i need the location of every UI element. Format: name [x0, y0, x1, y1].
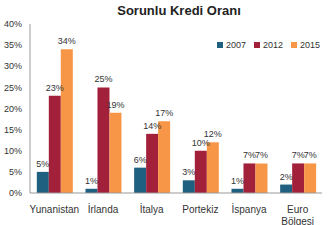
svg-text:30%: 30%: [8, 61, 22, 71]
svg-text:5%: 5%: [36, 159, 49, 169]
html-text:2015: 2015: [300, 40, 320, 50]
svg-text:İtalya: İtalya: [140, 203, 164, 215]
svg-text:7%: 7%: [255, 150, 268, 160]
svg-text:15%: 15%: [8, 125, 22, 135]
svg-text:35%: 35%: [8, 40, 22, 50]
html-text:2012: 2012: [262, 40, 283, 50]
svg-text:Bölgesi: Bölgesi: [281, 216, 314, 225]
html-text:Sorunlu Kredi Oranı: Sorunlu Kredi Oranı: [117, 3, 241, 18]
svg-text:1%: 1%: [85, 176, 98, 186]
svg-text:0%: 0%: [9, 188, 22, 198]
svg-text:10%: 10%: [8, 146, 22, 156]
svg-text:25%: 25%: [8, 83, 22, 93]
svg-text:17%: 17%: [155, 108, 173, 118]
svg-text:7%: 7%: [304, 150, 317, 160]
html-text:2007: 2007: [225, 40, 246, 50]
svg-text:25%: 25%: [94, 74, 112, 84]
svg-text:14%: 14%: [143, 121, 161, 131]
svg-text:1%: 1%: [231, 176, 244, 186]
svg-text:5%: 5%: [9, 167, 22, 177]
svg-text:Euro: Euro: [287, 204, 309, 215]
svg-text:34%: 34%: [58, 36, 76, 46]
svg-text:40%: 40%: [8, 19, 22, 29]
svg-text:İrlanda: İrlanda: [88, 203, 119, 215]
svg-text:20%: 20%: [8, 104, 22, 114]
svg-text:Portekiz: Portekiz: [182, 204, 218, 215]
svg-text:İspanya: İspanya: [231, 203, 266, 215]
svg-text:12%: 12%: [204, 129, 222, 139]
svg-text:Yunanistan: Yunanistan: [30, 204, 79, 215]
svg-text:2%: 2%: [280, 172, 293, 182]
svg-text:6%: 6%: [134, 155, 147, 165]
svg-text:10%: 10%: [191, 137, 210, 148]
svg-text:19%: 19%: [106, 100, 124, 110]
svg-text:23%: 23%: [46, 83, 64, 93]
svg-text:7%: 7%: [243, 150, 256, 161]
svg-text:7%: 7%: [291, 150, 305, 161]
svg-text:3%: 3%: [182, 167, 195, 177]
